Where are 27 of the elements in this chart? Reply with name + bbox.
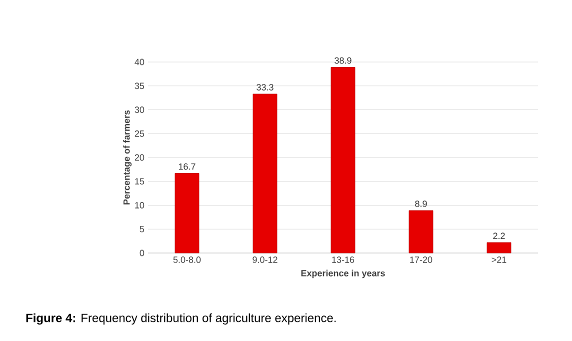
y-tick-label: 0 (140, 250, 144, 256)
x-tick-label: 9.0-12 (252, 256, 278, 263)
y-tick-label: 40 (134, 58, 144, 66)
data-label: 33.3 (256, 84, 274, 90)
y-tick-label: 30 (134, 106, 144, 113)
bar (330, 67, 356, 254)
x-tick-label: 13-16 (332, 256, 354, 263)
y-tick-label: 10 (135, 202, 144, 208)
bar (408, 210, 434, 254)
data-label: 16.7 (178, 163, 196, 170)
bar (252, 94, 278, 254)
x-tick-label: 5.0-8.0 (173, 256, 201, 263)
y-tick-label: 20 (134, 154, 144, 161)
text: Figure 4: Frequency distribution of agriculture experience. (26, 313, 336, 325)
bar (174, 173, 200, 254)
x-axis-title: Experience in years (301, 270, 385, 278)
data-label: 8.9 (415, 200, 427, 207)
data-label: 2.2 (493, 232, 505, 239)
bar (486, 242, 512, 254)
x-tick-label: >21 (492, 256, 506, 263)
y-axis-title: Percentage of farmers (123, 110, 132, 204)
y-tick-label: 25 (134, 130, 144, 137)
y-tick-label: 35 (134, 82, 144, 90)
x-tick-label: 17-20 (410, 256, 432, 263)
data-label: 38.9 (334, 57, 352, 64)
y-tick-label: 15 (135, 178, 144, 185)
y-tick-label: 5 (140, 226, 144, 232)
